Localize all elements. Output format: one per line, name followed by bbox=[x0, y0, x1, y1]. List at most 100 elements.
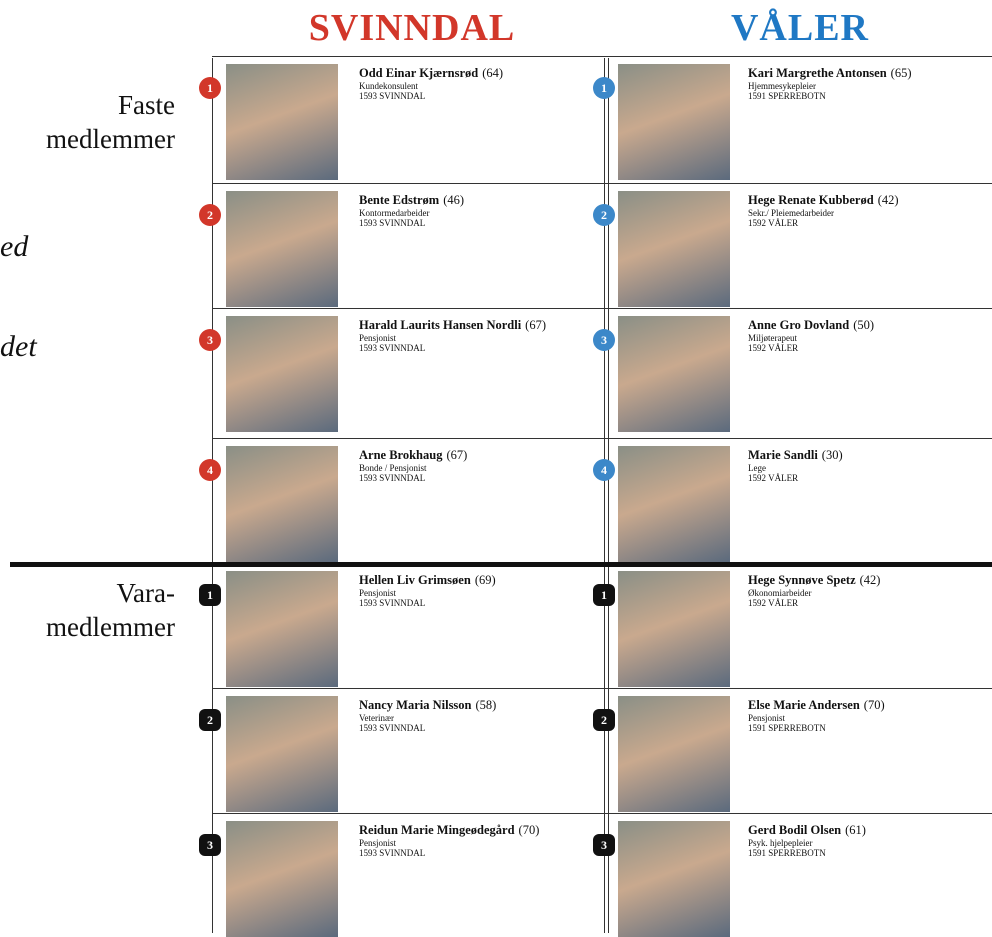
member-number: 4 bbox=[593, 459, 615, 481]
member-number: 2 bbox=[593, 204, 615, 226]
member-photo bbox=[618, 316, 730, 432]
member-role: Pensjonist bbox=[359, 838, 397, 848]
member-name: Bente Edstrøm bbox=[359, 193, 440, 207]
member-role: Kontormedarbeider bbox=[359, 208, 430, 218]
member-age: (67) bbox=[446, 448, 468, 462]
member-age: (58) bbox=[475, 698, 497, 712]
member-age: (46) bbox=[443, 193, 465, 207]
name-line: Nancy Maria Nilsson (58) bbox=[359, 698, 594, 713]
member-number: 1 bbox=[593, 584, 615, 606]
member-role: Økonomiarbeider bbox=[748, 588, 812, 598]
member-info: Else Marie Andersen (70) Pensjonist 1591 SP… bbox=[748, 698, 983, 733]
member-age: (50) bbox=[853, 318, 875, 332]
column-line bbox=[604, 58, 605, 933]
member-number: 1 bbox=[199, 584, 221, 606]
member-name: Harald Laurits Hansen Nordli bbox=[359, 318, 522, 332]
member-address: 1591 SPERREBOTN bbox=[748, 723, 826, 733]
member-role: Pensjonist bbox=[748, 713, 786, 723]
left-heading: SVINNDAL bbox=[308, 7, 516, 49]
member-info: Kari Margrethe Antonsen (65) Hjemmesykeple… bbox=[748, 66, 983, 101]
member-photo bbox=[618, 191, 730, 307]
member-name: Arne Brokhaug bbox=[359, 448, 443, 462]
member-photo bbox=[226, 191, 338, 307]
member-photo bbox=[226, 571, 338, 687]
member-number: 3 bbox=[199, 329, 221, 351]
member-role: Bonde / Pensjonist bbox=[359, 463, 427, 473]
faste-label: Faste medlemmer bbox=[5, 88, 175, 156]
member-info: Odd Einar Kjærnsrød (64) Kundekonsulent 159… bbox=[359, 66, 594, 101]
member-number: 2 bbox=[593, 709, 615, 731]
row-line bbox=[212, 438, 992, 439]
member-info: Gerd Bodil Olsen (61) Psyk. hjelpepleier 15… bbox=[748, 823, 983, 858]
member-address: 1593 SVINNDAL bbox=[359, 473, 426, 483]
name-line: Arne Brokhaug (67) bbox=[359, 448, 594, 463]
member-name: Anne Gro Dovland bbox=[748, 318, 850, 332]
member-photo bbox=[618, 64, 730, 180]
right-heading: VÅLER bbox=[730, 7, 870, 49]
member-address: 1593 SVINNDAL bbox=[359, 848, 426, 858]
member-info: Arne Brokhaug (67) Bonde / Pensjonist 1593 … bbox=[359, 448, 594, 483]
row-line bbox=[212, 813, 992, 814]
member-age: (42) bbox=[877, 193, 899, 207]
member-number: 3 bbox=[199, 834, 221, 856]
name-line: Hellen Liv Grimsøen (69) bbox=[359, 573, 594, 588]
member-info: Hege Renate Kubberød (42) Sekr./ Pleiemeda… bbox=[748, 193, 983, 228]
member-info: Harald Laurits Hansen Nordli (67) Pensjoni… bbox=[359, 318, 594, 353]
name-line: Odd Einar Kjærnsrød (64) bbox=[359, 66, 594, 81]
member-name: Hellen Liv Grimsøen bbox=[359, 573, 471, 587]
member-name: Hege Synnøve Spetz bbox=[748, 573, 856, 587]
member-name: Hege Renate Kubberød bbox=[748, 193, 874, 207]
name-line: Harald Laurits Hansen Nordli (67) bbox=[359, 318, 594, 333]
member-age: (64) bbox=[482, 66, 504, 80]
member-photo bbox=[618, 696, 730, 812]
member-info: Hege Synnøve Spetz (42) Økonomiarbeider 159… bbox=[748, 573, 983, 608]
member-photo bbox=[226, 316, 338, 432]
member-number: 3 bbox=[593, 329, 615, 351]
member-address: 1593 SVINNDAL bbox=[359, 343, 426, 353]
member-role: Pensjonist bbox=[359, 588, 397, 598]
member-photo bbox=[226, 821, 338, 937]
member-role: Pensjonist bbox=[359, 333, 397, 343]
member-age: (70) bbox=[863, 698, 885, 712]
member-address: 1592 VÅLER bbox=[748, 598, 799, 608]
label-line: Vara- bbox=[116, 578, 175, 608]
member-role: Hjemmesykepleier bbox=[748, 81, 816, 91]
member-age: (61) bbox=[845, 823, 866, 837]
member-address: 1593 SVINNDAL bbox=[359, 598, 426, 608]
member-number: 4 bbox=[199, 459, 221, 481]
member-address: 1591 SPERREBOTN bbox=[748, 848, 826, 858]
member-address: 1593 SVINNDAL bbox=[359, 723, 426, 733]
member-photo bbox=[618, 571, 730, 687]
member-number: 1 bbox=[593, 77, 615, 99]
column-line bbox=[608, 58, 609, 933]
member-name: Kari Margrethe Antonsen bbox=[748, 66, 887, 80]
member-age: (69) bbox=[474, 573, 496, 587]
row-line bbox=[212, 688, 992, 689]
name-line: Reidun Marie Mingeødegård (70) bbox=[359, 823, 594, 838]
member-info: Anne Gro Dovland (50) Miljøterapeut 1592 VÅ… bbox=[748, 318, 983, 353]
row-line bbox=[212, 183, 992, 184]
member-number: 2 bbox=[199, 204, 221, 226]
member-name: Odd Einar Kjærnsrød bbox=[359, 66, 479, 80]
member-age: (67) bbox=[525, 318, 546, 332]
label-line: medlemmer bbox=[46, 612, 175, 642]
name-line: Hege Renate Kubberød (42) bbox=[748, 193, 983, 208]
row-line bbox=[212, 56, 992, 57]
member-photo bbox=[226, 64, 338, 180]
column-line bbox=[212, 58, 213, 933]
member-age: (30) bbox=[821, 448, 843, 462]
member-info: Hellen Liv Grimsøen (69) Pensjonist 1593 SV… bbox=[359, 573, 594, 608]
member-name: Nancy Maria Nilsson bbox=[359, 698, 472, 712]
member-role: Psyk. hjelpepleier bbox=[748, 838, 813, 848]
member-address: 1592 VÅLER bbox=[748, 218, 799, 228]
member-role: Sekr./ Pleiemedarbeider bbox=[748, 208, 834, 218]
member-role: Kundekonsulent bbox=[359, 81, 418, 91]
label-line: Faste bbox=[118, 90, 175, 120]
member-name: Gerd Bodil Olsen bbox=[748, 823, 842, 837]
member-name: Else Marie Andersen bbox=[748, 698, 860, 712]
row-line bbox=[212, 308, 992, 309]
member-info: Nancy Maria Nilsson (58) Veterinær 1593 SVI… bbox=[359, 698, 594, 733]
member-address: 1593 SVINNDAL bbox=[359, 91, 426, 101]
member-role: Miljøterapeut bbox=[748, 333, 797, 343]
